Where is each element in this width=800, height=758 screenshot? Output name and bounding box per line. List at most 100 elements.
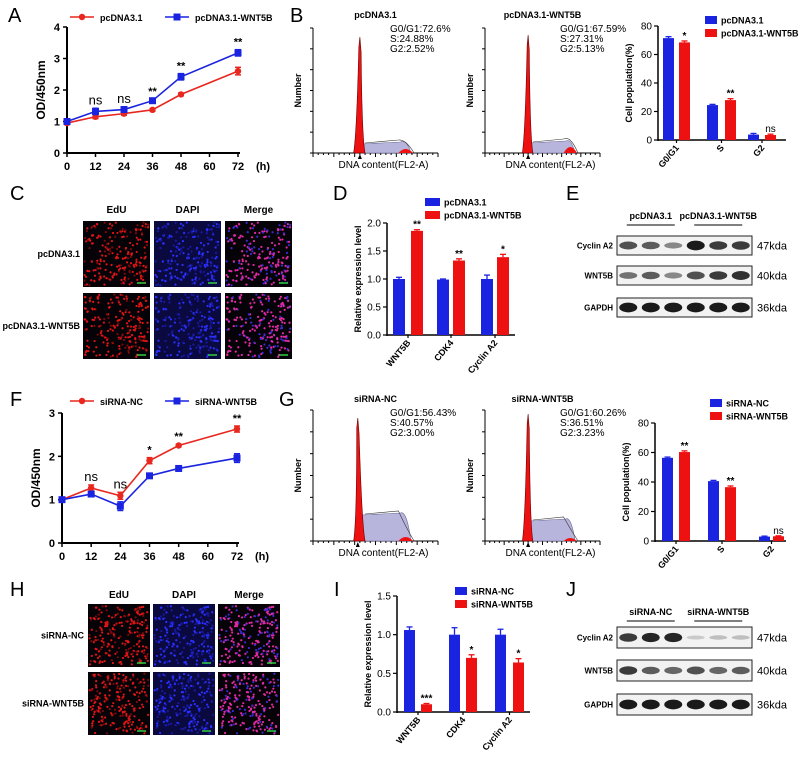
y-tick-label: 4 [54, 22, 61, 34]
panel-label-f: F [10, 389, 22, 411]
column-header: DAPI [176, 205, 200, 216]
x-tick-label: Cyclin A2 [480, 715, 514, 753]
significance-label: * [470, 645, 474, 656]
protein-band [664, 699, 683, 710]
y-tick-label: 0 [646, 136, 652, 147]
data-point [117, 492, 124, 499]
blot-membrane [616, 693, 753, 716]
molecular-weight-label: 47kda [757, 241, 788, 253]
x-tick-label: S [715, 544, 727, 555]
histogram-stat: G0/G1:60.26% [560, 408, 626, 419]
legend-swatch [710, 399, 722, 407]
row-label: siRNA-NC [41, 631, 85, 641]
y-tick-label: 0 [643, 537, 649, 548]
y-tick-label: 20 [638, 507, 650, 518]
y-tick-label: 1 [49, 495, 55, 507]
panel-label-c: C [10, 183, 24, 205]
histogram-g2-peak [563, 147, 577, 153]
bar [393, 279, 405, 335]
protein-band [686, 635, 705, 640]
significance-label: ** [681, 441, 689, 452]
protein-band [641, 699, 660, 710]
x-tick-label: CDK4 [444, 715, 467, 740]
data-point [146, 472, 153, 480]
y-axis-label: Relative expression level [363, 600, 373, 707]
legend-swatch [705, 29, 717, 37]
cell-nuclei [218, 605, 279, 666]
y-axis-label: OD/450nm [29, 448, 43, 507]
significance-label: ** [233, 413, 242, 425]
protein-band [731, 635, 750, 640]
blot-membrane [616, 659, 753, 682]
y-axis-label: Number [293, 458, 303, 493]
significance-label: ** [455, 249, 463, 260]
bar [497, 257, 509, 335]
y-axis-label: OD/450nm [34, 60, 48, 119]
histogram-stat: G2:3.23% [560, 428, 605, 439]
y-tick-label: 60 [641, 50, 653, 61]
protein-band [731, 302, 750, 313]
histogram-outline [532, 138, 579, 154]
data-point [58, 496, 66, 504]
histogram-g2-peak [398, 149, 413, 153]
bar [765, 135, 776, 140]
y-tick-label: 1.0 [367, 275, 381, 286]
legend-marker [78, 13, 86, 21]
protein-band [709, 271, 728, 280]
bar [708, 481, 719, 541]
bar [759, 536, 770, 541]
column-header: Merge [234, 590, 264, 601]
significance-label: ns [89, 92, 103, 107]
data-point [146, 457, 153, 464]
protein-band [664, 242, 683, 249]
bar [679, 452, 690, 541]
protein-band [641, 666, 660, 675]
blot-membrane [616, 235, 753, 256]
x-tick-label: S [715, 143, 727, 154]
data-point [120, 106, 128, 114]
significance-label: * [147, 445, 152, 457]
histogram-stat: S:27.31% [560, 34, 603, 45]
histogram-g2-peak [398, 537, 413, 541]
histogram-s-phase [528, 518, 576, 542]
y-tick-label: 1.5 [377, 592, 391, 603]
x-unit-label: (h) [256, 161, 270, 173]
bar [495, 634, 506, 712]
protein-band [686, 699, 705, 710]
data-point [116, 502, 124, 510]
legend-label: siRNA-NC [471, 587, 515, 597]
protein-band [619, 633, 638, 642]
histogram-outline [365, 139, 415, 154]
protein-band [731, 699, 750, 710]
significance-label: ** [177, 61, 186, 73]
cell-nuclei [218, 672, 280, 735]
x-tick-label: 24 [114, 551, 127, 563]
y-tick-label: 80 [638, 419, 650, 430]
protein-band [664, 632, 683, 643]
x-tick-label: G2 [751, 143, 766, 159]
significance-label: ns [765, 124, 776, 135]
group-label: pcDNA3.1-WNT5B [679, 211, 757, 221]
y-tick-label: 1 [54, 117, 60, 129]
cell-nuclei [83, 221, 150, 287]
y-tick-label: 0.5 [367, 303, 381, 314]
protein-band [709, 699, 728, 710]
data-point [177, 91, 185, 98]
protein-band [731, 271, 750, 280]
panel-label-a: A [8, 5, 22, 27]
panel-label-i: I [334, 579, 340, 601]
significance-label: ** [148, 86, 157, 98]
bar [773, 536, 784, 541]
histogram-stat: S:40.57% [390, 418, 433, 429]
column-header: Merge [244, 205, 274, 216]
x-tick-label: 60 [203, 161, 215, 173]
x-axis-label: DNA content(FL2-A) [505, 160, 595, 171]
protein-band [664, 666, 683, 675]
cell-nuclei [153, 672, 215, 735]
data-point [175, 442, 182, 449]
protein-band [709, 302, 728, 313]
histogram-g1-peak [522, 34, 534, 154]
legend-label: pcDNA3.1 [444, 198, 487, 208]
data-point [233, 454, 241, 462]
